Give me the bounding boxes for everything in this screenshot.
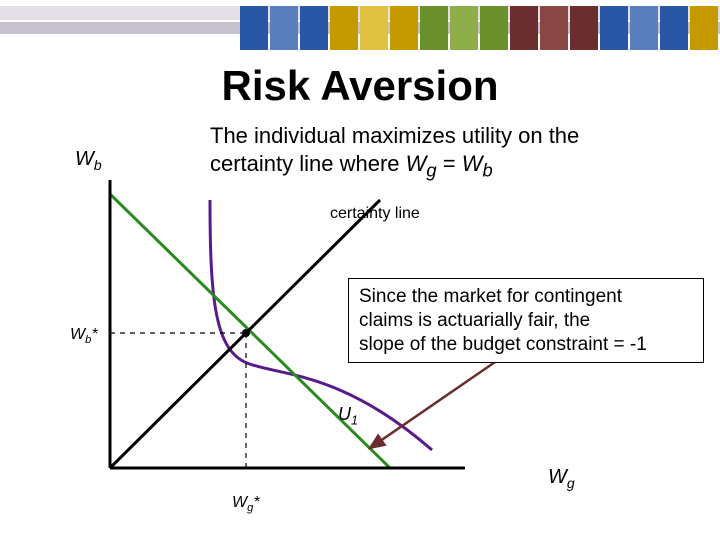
callout-line-3: slope of the budget constraint = -1 (359, 334, 647, 355)
x-axis-sub: g (567, 475, 575, 491)
u1-u: U (338, 404, 351, 424)
wb-star-star: * (91, 326, 97, 343)
callout-line-1: Since the market for contingent (359, 286, 622, 307)
wb-star-label: Wb* (70, 326, 98, 346)
callout-box: Since the market for contingent claims i… (348, 278, 704, 363)
y-axis-w: W (75, 148, 94, 170)
y-axis-label: Wb (75, 148, 102, 173)
wg-star-w: W (232, 494, 247, 511)
y-axis-sub: b (94, 157, 102, 173)
callout-line-2: claims is actuarially fair, the (359, 310, 590, 331)
u1-sub: 1 (351, 414, 358, 428)
u1-label: U1 (338, 404, 358, 428)
x-axis-label: Wg (548, 466, 575, 491)
chart (0, 0, 720, 540)
wb-star-w: W (70, 326, 85, 343)
wg-star-label: Wg* (232, 494, 260, 514)
certainty-line-label: certainty line (330, 205, 420, 223)
slide: Risk Aversion The individual maximizes u… (0, 0, 720, 540)
x-axis-w: W (548, 466, 567, 488)
wg-star-star: * (253, 494, 259, 511)
